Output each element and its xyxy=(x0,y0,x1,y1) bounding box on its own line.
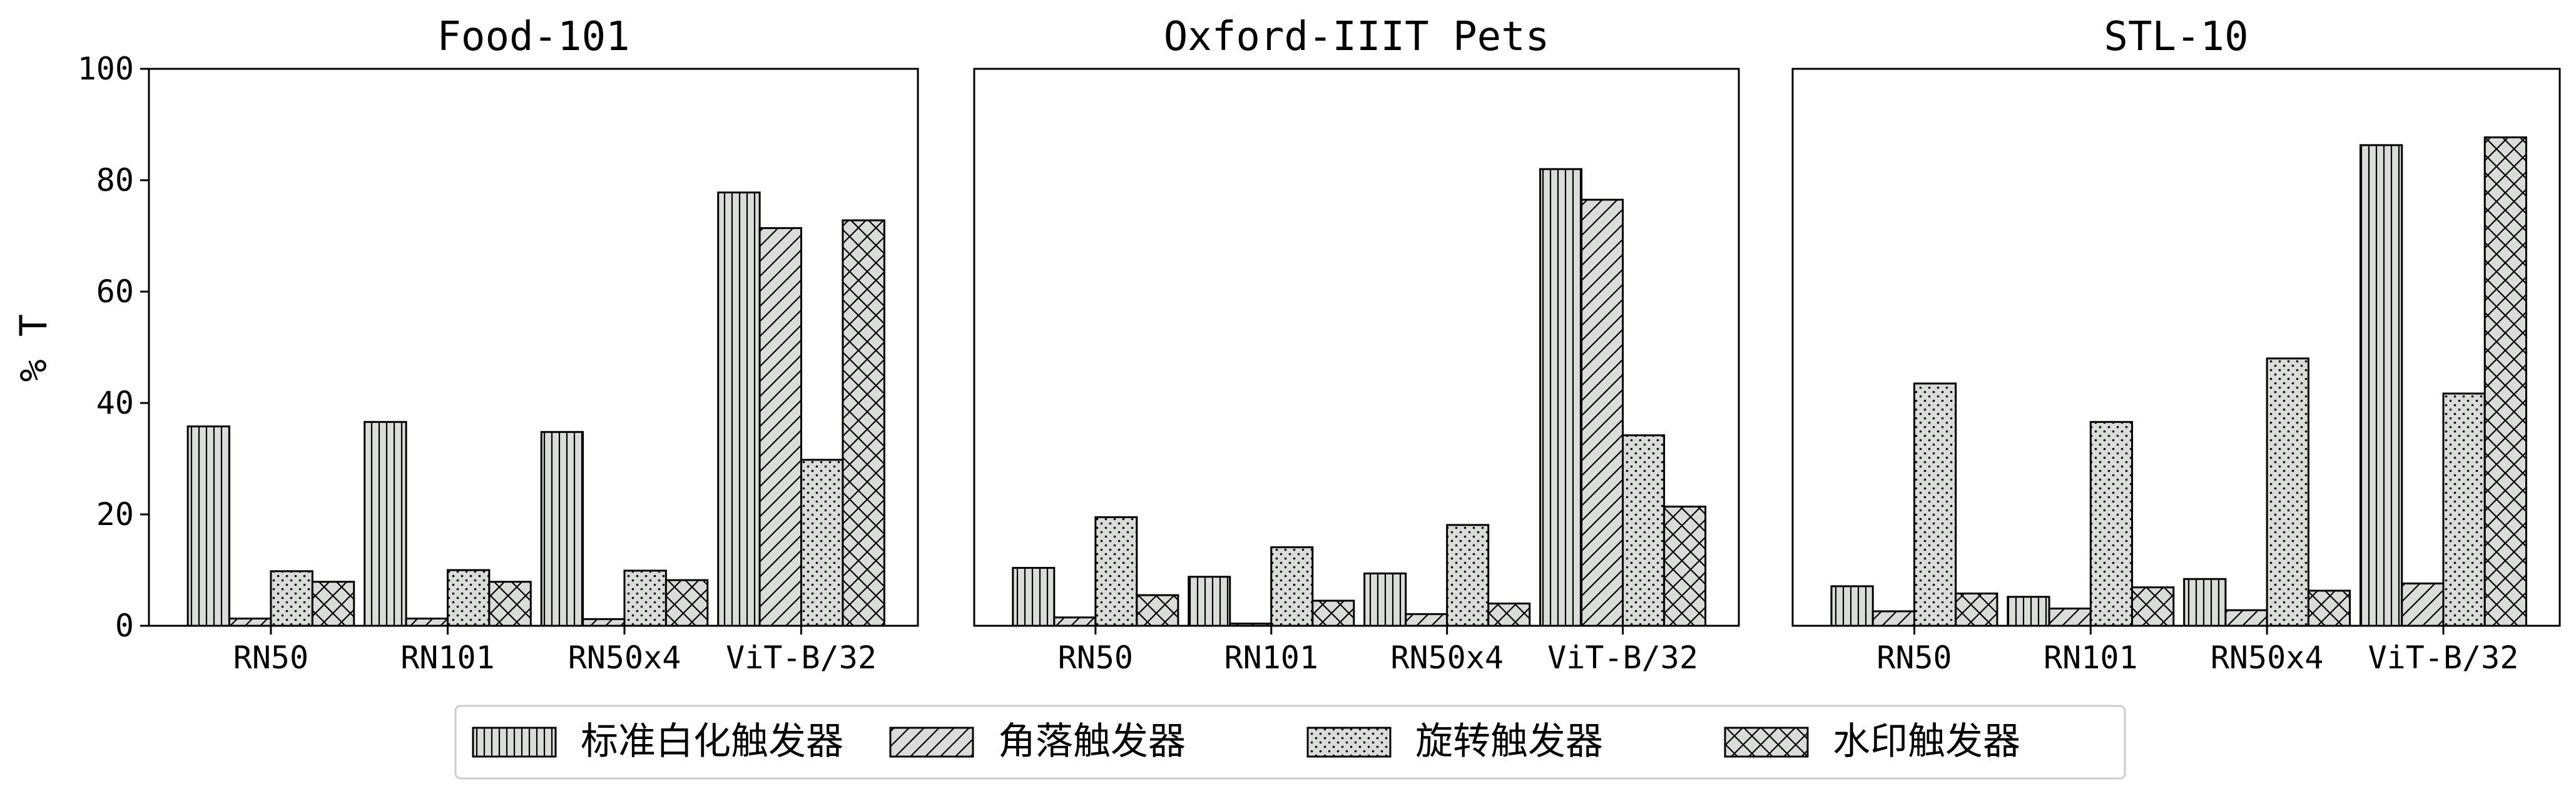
bar-0-1-2 xyxy=(446,569,491,627)
bar-2-2-1 xyxy=(2224,609,2268,627)
bar-2-1-0 xyxy=(2007,596,2050,627)
legend-swatch-0 xyxy=(472,727,557,758)
bar-2-3-3 xyxy=(2483,136,2527,627)
bar-1-0-2 xyxy=(1094,516,1138,627)
panel-title: Food-101 xyxy=(437,14,629,60)
legend-swatch-3 xyxy=(1724,727,1809,758)
x-tick-label: ViT-B/32 xyxy=(1547,640,1698,676)
legend-label-1: 角落触发器 xyxy=(998,720,1186,763)
legend-frame xyxy=(454,705,2126,780)
y-tick-label: 60 xyxy=(96,273,134,310)
bar-2-0-2 xyxy=(1913,382,1957,627)
bar-0-3-0 xyxy=(717,191,761,627)
bar-1-2-2 xyxy=(1446,524,1490,627)
bar-1-2-1 xyxy=(1405,613,1448,627)
panel-0: RN50 RN101 RN50x4 ViT-B/32 Food-101 0 20 40 60 80… xyxy=(78,14,919,676)
x-tick-label: RN101 xyxy=(1224,640,1318,676)
bar-1-2-3 xyxy=(1487,602,1531,627)
bar-0-2-1 xyxy=(582,618,626,627)
bar-2-0-3 xyxy=(1955,592,1998,627)
x-tick-label: RN101 xyxy=(2044,640,2138,676)
bar-0-0-3 xyxy=(311,581,355,627)
bar-2-3-2 xyxy=(2442,392,2486,627)
legend: 标准白化触发器 角落触发器 旋转触发器 水印触发器 xyxy=(454,705,2126,780)
x-tick-label: ViT-B/32 xyxy=(726,640,877,676)
bar-2-3-1 xyxy=(2401,582,2445,627)
bar-2-1-2 xyxy=(2089,421,2134,627)
legend-label-0: 标准白化触发器 xyxy=(581,720,843,763)
bar-0-3-2 xyxy=(800,459,844,627)
bar-0-1-0 xyxy=(364,421,407,627)
x-tick-label: RN50 xyxy=(1058,640,1133,676)
panel-frame xyxy=(973,68,1740,627)
x-tick-label: RN101 xyxy=(400,640,495,676)
bar-2-1-1 xyxy=(2048,607,2092,627)
bar-0-3-1 xyxy=(758,227,803,627)
y-tick-label: 0 xyxy=(115,608,134,644)
legend-label-2: 旋转触发器 xyxy=(1415,720,1603,763)
bar-1-3-3 xyxy=(1663,506,1707,627)
bar-0-0-1 xyxy=(228,617,272,627)
y-axis-label: % T xyxy=(12,314,56,382)
bar-1-1-2 xyxy=(1270,546,1314,627)
x-tick-label: RN50 xyxy=(233,640,308,676)
bar-2-2-3 xyxy=(2307,589,2351,627)
panel-1: RN50 RN101 RN50x4 ViT-B/32 Oxford-IIIT Pets xyxy=(973,14,1740,676)
bar-0-0-2 xyxy=(270,570,313,627)
bar-1-3-2 xyxy=(1622,434,1666,627)
bar-2-2-2 xyxy=(2266,357,2309,627)
y-tick-label: 80 xyxy=(96,162,134,198)
bar-0-2-0 xyxy=(540,431,584,627)
x-tick-label: RN50x4 xyxy=(2211,640,2324,676)
y-tick-label: 100 xyxy=(78,51,134,87)
bar-1-1-3 xyxy=(1311,600,1355,627)
bar-1-2-0 xyxy=(1363,572,1407,627)
bar-1-0-1 xyxy=(1053,616,1097,627)
bar-0-1-1 xyxy=(405,617,449,627)
y-tick-label: 20 xyxy=(96,496,134,533)
panels: RN50 RN101 RN50x4 ViT-B/32 Food-101 0 20 40 60 80… xyxy=(78,14,2561,676)
x-tick-label: ViT-B/32 xyxy=(2368,640,2519,676)
bar-2-0-0 xyxy=(1830,585,1874,627)
bar-0-1-3 xyxy=(488,581,532,627)
bar-1-0-0 xyxy=(1012,566,1056,627)
panel-title: STL-10 xyxy=(2104,14,2248,60)
bar-2-0-1 xyxy=(1871,610,1915,627)
legend-swatch-2 xyxy=(1306,727,1392,758)
bar-1-3-1 xyxy=(1581,198,1624,627)
bar-0-0-0 xyxy=(186,425,231,627)
bar-0-3-3 xyxy=(842,219,885,627)
bar-2-2-0 xyxy=(2183,578,2227,627)
bar-0-2-3 xyxy=(664,579,709,627)
panel-frame xyxy=(1791,68,2561,627)
panel-2: RN50 RN101 RN50x4 ViT-B/32 STL-10 xyxy=(1791,14,2561,676)
x-tick-label: RN50 xyxy=(1876,640,1952,676)
y-tick-label: 40 xyxy=(96,385,134,421)
bar-2-3-0 xyxy=(2360,144,2403,627)
legend-swatch-1 xyxy=(889,727,974,758)
panel-title: Oxford-IIIT Pets xyxy=(1164,14,1550,60)
x-tick-label: RN50x4 xyxy=(1390,640,1504,676)
bar-1-0-3 xyxy=(1136,594,1179,627)
panel-frame xyxy=(148,68,919,627)
x-tick-label: RN50x4 xyxy=(568,640,681,676)
bar-2-1-3 xyxy=(2131,586,2175,627)
bar-0-2-2 xyxy=(623,569,667,627)
legend-label-3: 水印触发器 xyxy=(1833,720,2020,763)
bar-1-3-0 xyxy=(1539,168,1583,627)
bar-1-1-0 xyxy=(1188,576,1231,627)
